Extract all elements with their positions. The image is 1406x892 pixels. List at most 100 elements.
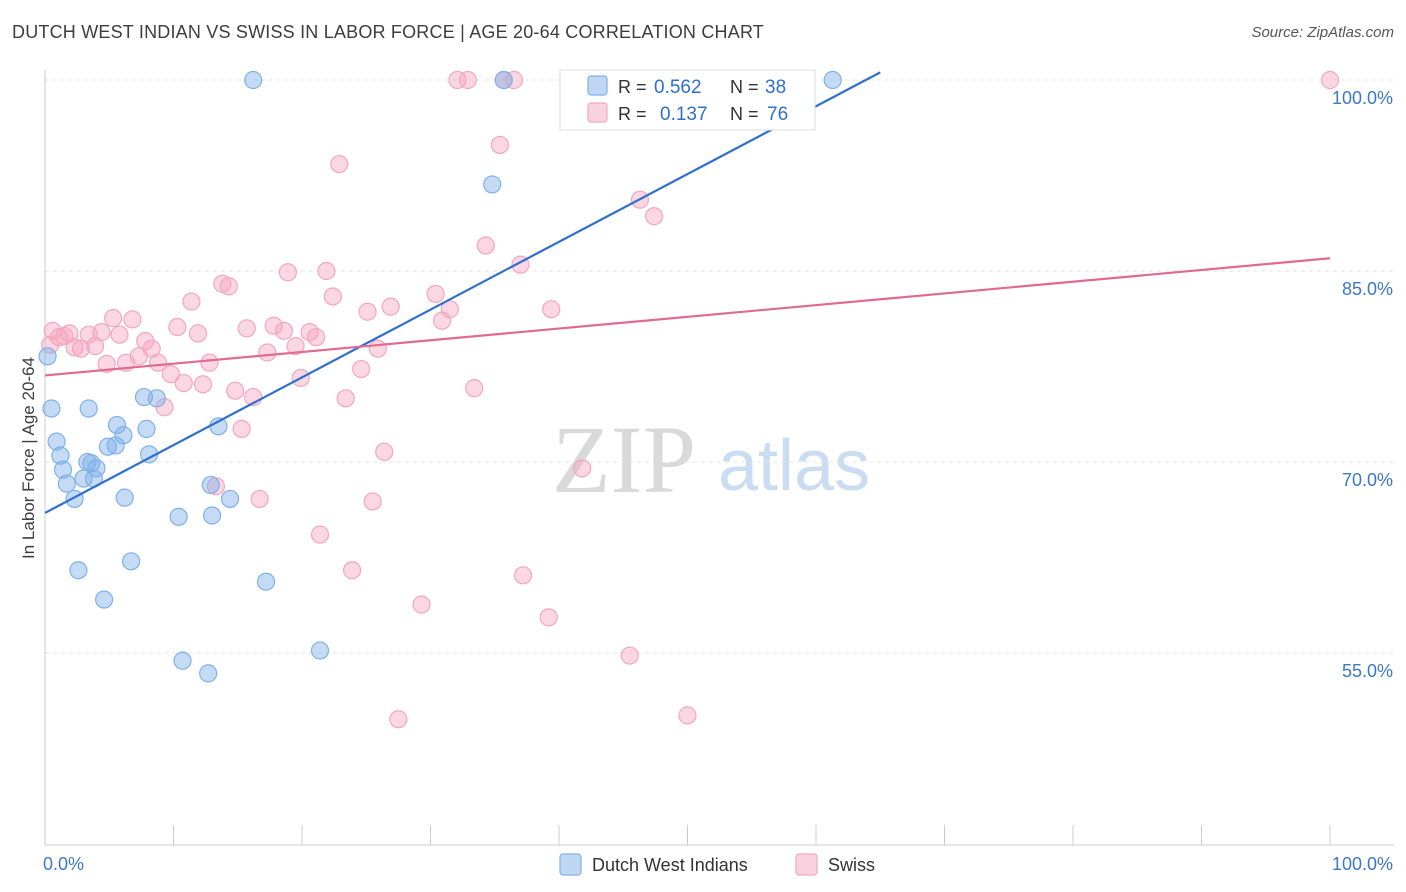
legend-r-label-1: R = [618,104,647,124]
swiss-point-46 [330,154,349,174]
watermark-atlas: atlas [718,426,870,506]
dutch-west-indians-point-24 [147,389,166,408]
dutch-west-indians-point-18 [114,426,133,445]
x-tick-label-1: 100.0% [1332,854,1393,874]
trend-lines [44,71,1331,514]
y-tick-label-2: 85.0% [1342,279,1393,299]
swiss-point-45 [323,287,342,306]
swiss-point-52 [368,339,387,358]
swiss-point-70 [542,300,561,319]
dutch-west-indians-point-25 [169,507,188,526]
bottom-legend-label-0: Dutch West Indians [592,855,748,875]
dutch-west-indians-point-27 [199,664,218,683]
swiss-point-69 [539,608,558,627]
swiss-point-64 [490,135,509,155]
swiss-point-47 [336,389,355,408]
legend-r-value-1: 0.137 [660,104,708,125]
swiss-point-44 [317,261,336,281]
swiss-point-63 [476,236,495,255]
swiss-point-74 [644,207,664,226]
swiss-point-34 [250,489,269,509]
swiss-point-42 [307,328,326,347]
legend-swatch-dutch-west-indians [587,75,608,96]
tick-labels: 55.0% 70.0% 85.0% 100.0% 0.0% 100.0% [43,88,1393,874]
swiss-point-18 [148,353,168,372]
legend-n-label-1: N = [730,104,759,124]
swiss-point-48 [343,561,362,580]
swiss-point-38 [278,263,297,282]
axes [44,70,1394,846]
swiss-point-71 [573,459,592,478]
swiss-point-37 [274,321,294,340]
legend-n-value-1: 76 [767,104,788,125]
swiss-point-76 [1320,70,1340,90]
y-axis-label: In Labor Force | Age 20-64 [19,357,38,559]
swiss-point-75 [678,706,697,725]
dutch-west-indians-point-22 [137,419,156,438]
dutch-west-indians-point-26 [173,651,192,670]
swiss-point-24 [188,324,208,343]
dutch-west-indians-point-3 [51,446,70,465]
dutch-west-indians-point-1 [42,399,61,418]
dutch-west-indians-point-14 [95,590,114,609]
source-label: Source: ZipAtlas.com [1251,24,1394,41]
dutch-west-indians-point-2 [47,432,66,451]
legend-r-value-0: 0.562 [654,77,702,98]
swiss-point-60 [448,70,467,90]
dutch-west-indians-point-37 [823,70,842,90]
swiss-point-53 [375,442,394,461]
legend-n-value-0: 38 [765,77,786,98]
swiss-point-21 [168,317,187,337]
swiss-point-32 [237,319,256,338]
dutch-west-indians-point-32 [256,572,276,591]
dutch-west-indians-point-34 [483,175,502,194]
swiss-point-12 [110,325,129,344]
swiss-point-43 [310,525,330,544]
x-tick-label-0: 0.0% [43,854,84,874]
swiss-point-14 [123,310,142,329]
dutch-west-indians-point-0 [38,347,57,366]
swiss-point-4 [60,324,79,343]
y-tick-label-1: 70.0% [1342,470,1393,490]
swiss-point-59 [440,300,459,319]
dutch-west-indians-point-4 [53,460,73,479]
swiss-point-54 [381,297,400,316]
swiss-point-56 [412,595,431,614]
swiss-point-61 [458,70,477,90]
swiss-point-23 [182,292,201,311]
dutch-west-indians-point-10 [79,399,98,418]
dutch-west-indians-point-15 [98,437,118,456]
legend-box: R = 0.562 N = 38 R = 0.137 N = 76 [559,69,816,131]
dutch-west-indians-point-20 [121,552,141,571]
chart-title: DUTCH WEST INDIAN VS SWISS IN LABOR FORC… [12,22,765,42]
swiss-point-36 [264,316,283,335]
bottom-legend-swatch-0 [559,853,582,876]
watermark: ZIP atlas [552,406,870,513]
dutch-west-indians-point-21 [134,387,154,407]
legend-n-label-0: N = [730,77,759,97]
swiss-point-66 [504,70,524,90]
swiss-point-31 [232,419,251,438]
swiss-point-22 [174,373,193,393]
dutch-west-indians-point-16 [106,436,125,455]
swiss-point-29 [219,277,238,296]
swiss-point-62 [465,379,484,398]
bottom-legend-label-1: Swiss [828,855,875,875]
swiss-point-55 [389,710,408,729]
gridlines [45,79,1394,654]
swiss-point-9 [92,323,111,342]
dutch-west-indians-trend-line [44,71,881,514]
y-tick-label-3: 100.0% [1332,88,1393,108]
legend-r-label-0: R = [618,77,647,97]
swiss-trend-line [44,257,1331,377]
dutch-west-indians-point-35 [494,70,513,90]
swiss-point-68 [513,566,533,585]
swiss-point-5 [65,338,84,357]
swiss-point-10 [97,354,116,374]
bottom-legend-swatch-1 [795,853,818,876]
swiss-point-20 [161,365,181,384]
swiss-point-72 [620,646,639,665]
series-legend: Dutch West Indians Swiss [559,853,875,876]
swiss-point-50 [358,302,377,321]
legend-swatch-swiss [587,102,608,123]
